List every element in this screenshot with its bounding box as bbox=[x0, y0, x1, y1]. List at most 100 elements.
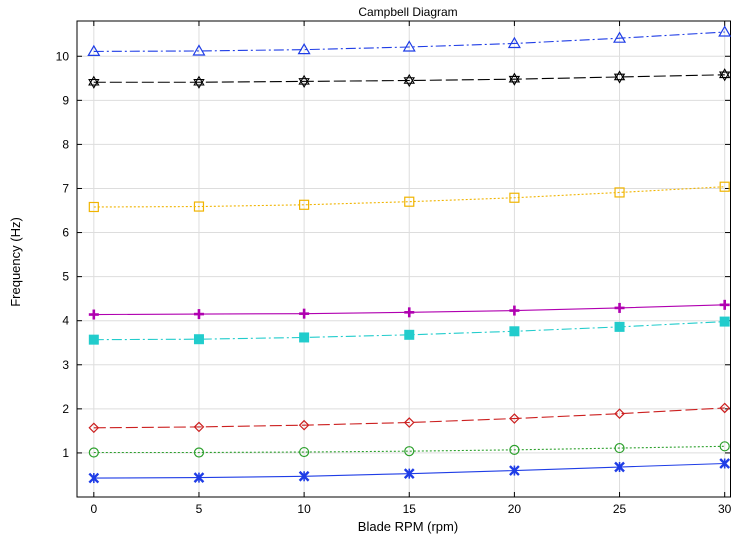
data-point-series-2 bbox=[719, 441, 730, 452]
y-tick-label: 1 bbox=[62, 446, 69, 460]
x-tick-label: 0 bbox=[90, 502, 97, 516]
x-tick-label: 25 bbox=[613, 502, 627, 516]
data-point-series-3 bbox=[298, 419, 310, 431]
data-point-series-4 bbox=[404, 329, 415, 340]
x-tick-label: 20 bbox=[508, 502, 522, 516]
data-point-series-7 bbox=[508, 72, 521, 86]
data-point-series-1 bbox=[193, 472, 205, 483]
y-tick-label: 6 bbox=[62, 226, 69, 240]
data-point-series-7 bbox=[403, 73, 415, 88]
data-point-series-5 bbox=[88, 309, 99, 320]
y-tick-label: 2 bbox=[62, 402, 69, 416]
data-point-series-1 bbox=[614, 461, 625, 473]
data-point-series-4 bbox=[719, 316, 730, 327]
data-point-series-6 bbox=[193, 201, 205, 212]
data-point-series-6 bbox=[88, 201, 99, 213]
data-point-stroke bbox=[718, 71, 731, 82]
series-line-2 bbox=[93, 445, 725, 454]
data-point-series-6 bbox=[719, 181, 730, 192]
data-point-series-4 bbox=[299, 332, 310, 343]
data-point-series-2 bbox=[614, 442, 625, 454]
data-point-series-5 bbox=[614, 302, 625, 313]
data-point-series-1 bbox=[719, 458, 731, 469]
data-point-stroke bbox=[403, 77, 415, 88]
data-point-series-6 bbox=[614, 187, 625, 198]
grid bbox=[77, 21, 731, 497]
data-point-stroke bbox=[298, 74, 310, 85]
data-point-series-3 bbox=[614, 408, 625, 420]
series-line-7 bbox=[93, 74, 725, 83]
data-point-series-5 bbox=[719, 299, 730, 310]
data-point-series-3 bbox=[88, 422, 100, 434]
data-point-series-6 bbox=[509, 192, 520, 203]
data-point-series-7 bbox=[298, 74, 310, 88]
chart-title: Campbell Diagram bbox=[358, 5, 457, 19]
data-point-stroke bbox=[613, 73, 626, 84]
data-point-stroke bbox=[508, 75, 521, 86]
y-tick-label: 3 bbox=[62, 358, 69, 372]
series-line-3 bbox=[93, 407, 725, 429]
data-point-series-2 bbox=[88, 447, 99, 458]
data-point-series-8 bbox=[718, 25, 731, 37]
y-tick-label: 9 bbox=[62, 93, 69, 107]
data-point-stroke bbox=[508, 72, 521, 83]
data-point-series-3 bbox=[509, 413, 520, 424]
y-tick-label: 4 bbox=[62, 314, 69, 328]
data-point-series-8 bbox=[297, 42, 311, 55]
data-point-series-3 bbox=[403, 417, 415, 428]
data-point-series-5 bbox=[193, 309, 204, 320]
axes: 0 5 10 15 20 25 30 1 2 3 4 5 6 7 8 9 10 bbox=[56, 20, 731, 516]
data-point-series-5 bbox=[404, 307, 415, 318]
data-point-series-4 bbox=[614, 321, 625, 332]
data-point-stroke bbox=[88, 78, 100, 89]
marker-layer bbox=[87, 25, 731, 484]
data-point-series-1 bbox=[509, 465, 520, 476]
data-point-series-1 bbox=[403, 468, 415, 479]
data-point-series-2 bbox=[509, 444, 520, 455]
y-tick-label: 8 bbox=[62, 137, 69, 151]
x-axis-label: Blade RPM (rpm) bbox=[358, 519, 458, 534]
data-point-series-7 bbox=[718, 68, 731, 82]
x-tick-label: 5 bbox=[196, 502, 203, 516]
x-tick-label: 30 bbox=[718, 502, 731, 516]
data-point-series-1 bbox=[88, 472, 100, 484]
data-point-series-8 bbox=[402, 40, 416, 52]
x-tick-label: 10 bbox=[297, 502, 311, 516]
data-point-series-8 bbox=[507, 36, 521, 49]
y-tick-label: 10 bbox=[56, 49, 70, 63]
y-tick-label: 5 bbox=[62, 270, 69, 284]
data-point-series-8 bbox=[192, 44, 206, 56]
data-point-series-2 bbox=[404, 446, 415, 457]
data-point-series-7 bbox=[88, 75, 100, 89]
series-line-8 bbox=[93, 31, 725, 52]
data-point-series-8 bbox=[87, 44, 101, 57]
y-axis-label: Frequency (Hz) bbox=[8, 217, 23, 307]
data-point-stroke bbox=[193, 78, 205, 89]
data-point-series-7 bbox=[613, 70, 626, 84]
data-point-series-3 bbox=[719, 402, 731, 414]
data-point-stroke bbox=[403, 73, 415, 84]
data-point-stroke bbox=[88, 75, 100, 86]
data-point-series-5 bbox=[299, 308, 310, 319]
data-point-series-4 bbox=[193, 334, 204, 345]
data-point-series-8 bbox=[613, 31, 627, 43]
data-point-series-4 bbox=[88, 334, 99, 345]
data-point-series-5 bbox=[509, 305, 520, 316]
data-point-stroke bbox=[298, 78, 310, 88]
data-point-series-6 bbox=[404, 196, 415, 207]
data-point-series-2 bbox=[299, 446, 310, 458]
data-point-series-6 bbox=[299, 199, 310, 210]
data-point-stroke bbox=[193, 75, 205, 86]
data-point-series-2 bbox=[193, 447, 205, 458]
series-line-6 bbox=[93, 186, 725, 208]
data-point-series-1 bbox=[298, 470, 310, 482]
data-point-stroke bbox=[613, 70, 626, 81]
data-point-stroke bbox=[718, 68, 731, 79]
data-point-series-4 bbox=[509, 326, 520, 337]
y-tick-label: 7 bbox=[62, 181, 69, 195]
x-tick-label: 15 bbox=[403, 502, 417, 516]
plot-frame bbox=[76, 20, 731, 498]
data-point-series-3 bbox=[193, 421, 205, 433]
